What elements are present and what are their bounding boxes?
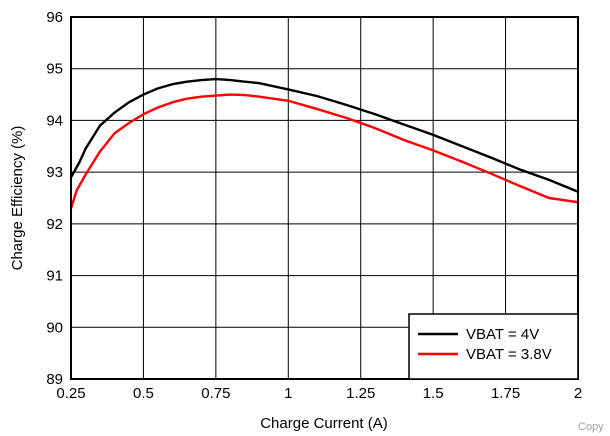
series-line-1 xyxy=(69,77,580,193)
series-layer xyxy=(69,77,580,210)
copyright-watermark: Copy xyxy=(578,421,604,433)
grid-layer xyxy=(71,17,578,379)
legend-label-1: VBAT = 4V xyxy=(466,326,539,343)
y-tick-label: 92 xyxy=(46,216,63,233)
x-tick-label: 2 xyxy=(574,385,582,402)
y-tick-label: 90 xyxy=(46,319,63,336)
series-line-2 xyxy=(69,93,580,210)
y-tick-label: 93 xyxy=(46,164,63,181)
x-axis-title: Charge Current (A) xyxy=(260,415,388,432)
legend: VBAT = 4V VBAT = 3.8V xyxy=(408,313,579,380)
x-tick-label: 1 xyxy=(284,385,292,402)
y-tick-label: 89 xyxy=(46,371,63,388)
legend-label-2: VBAT = 3.8V xyxy=(466,346,552,363)
y-tick-label: 96 xyxy=(46,9,63,26)
tick-label-layer: 0.25 0.5 0.75 1 1.25 1.5 1.75 2 89 90 91 92 93 94 95 96 xyxy=(46,9,582,402)
legend-box xyxy=(408,313,579,380)
x-tick-label: 0.5 xyxy=(133,385,154,402)
y-tick-label: 95 xyxy=(46,61,63,78)
x-tick-label: 1.5 xyxy=(423,385,444,402)
plot-frame xyxy=(70,16,579,380)
x-tick-label: 1.75 xyxy=(491,385,520,402)
x-tick-label: 1.25 xyxy=(346,385,375,402)
y-axis-title: Charge Efficiency (%) xyxy=(9,126,26,271)
x-tick-label: 0.25 xyxy=(56,385,85,402)
x-tick-label: 0.75 xyxy=(201,385,230,402)
y-tick-label: 94 xyxy=(46,112,63,129)
y-tick-label: 91 xyxy=(46,268,63,285)
